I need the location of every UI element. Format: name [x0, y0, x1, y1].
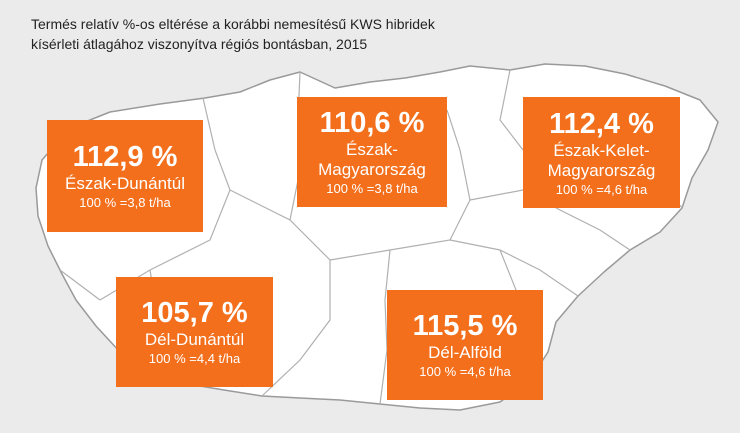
region-name: Észak-Magyarország: [318, 140, 426, 179]
region-value: 110,6 %: [319, 107, 425, 139]
region-value: 115,5 %: [412, 310, 518, 342]
region-box: 112,9 % Észak-Dunántúl 100 % =3,8 t/ha: [47, 120, 203, 232]
region-value: 112,4 %: [549, 107, 654, 140]
region-base: 100 % =4,6 t/ha: [555, 181, 648, 197]
title-line: kísérleti átlagához viszonyítva régiós b…: [31, 36, 368, 52]
region-base: 100 % =4,4 t/ha: [148, 351, 241, 366]
region-box: 112,4 % Észak-Kelet-Magyarország 100 % =…: [523, 97, 680, 208]
region-base: 100 % =3,8 t/ha: [79, 195, 171, 210]
region-name: Dél-Dunántúl: [144, 330, 245, 349]
region-box: 105,7 % Dél-Dunántúl 100 % =4,4 t/ha: [116, 277, 273, 387]
title-line: Termés relatív %-os eltérése a korábbi n…: [31, 16, 435, 32]
region-base: 100 % =4,6 t/ha: [419, 364, 511, 379]
region-name: Dél-Alföld: [428, 343, 502, 362]
region-value: 112,9 %: [72, 141, 178, 173]
region-value: 105,7 %: [141, 297, 248, 329]
region-base: 100 % =3,8 t/ha: [326, 181, 418, 196]
region-box: 115,5 % Dél-Alföld 100 % =4,6 t/ha: [387, 290, 543, 400]
region-box: 110,6 % Észak-Magyarország 100 % =3,8 t/…: [297, 97, 447, 207]
region-name: Észak-Kelet-Magyarország: [547, 140, 656, 180]
region-name: Észak-Dunántúl: [64, 174, 185, 193]
